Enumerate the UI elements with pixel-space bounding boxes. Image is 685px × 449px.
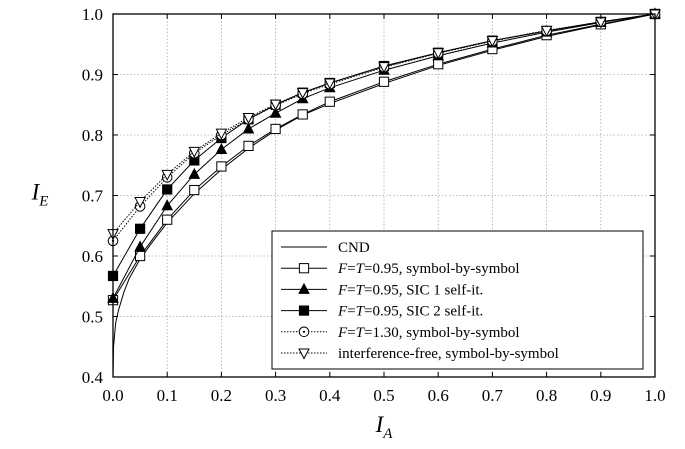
y-tick-label: 0.6 <box>82 247 103 266</box>
y-tick-label: 0.4 <box>82 368 104 387</box>
legend-label-part: =0.95, SIC 2 self-it. <box>364 304 483 320</box>
x-axis-label-main: I <box>375 412 385 437</box>
legend-label-part: T <box>356 261 366 277</box>
data-point <box>432 48 445 60</box>
x-tick-label: 0.1 <box>157 386 178 405</box>
data-point <box>189 184 200 196</box>
legend-box <box>271 230 644 370</box>
legend-marker <box>298 282 310 294</box>
y-tick-label: 0.9 <box>82 66 103 85</box>
data-point <box>134 197 146 209</box>
y-tick-label: 0.5 <box>82 308 103 327</box>
legend-marker <box>298 348 310 360</box>
x-axis-label-sub: A <box>382 426 393 442</box>
legend-label: F=T=1.30, symbol-by-symbol <box>337 325 520 341</box>
data-point <box>161 169 174 181</box>
data-point <box>378 76 390 87</box>
legend-label-part: = <box>347 304 355 320</box>
legend-label: F=T=0.95, SIC 1 self-it. <box>337 282 483 298</box>
data-point <box>433 59 444 70</box>
x-tick-label: 0.2 <box>211 386 232 405</box>
x-tick-label: 0.6 <box>428 386 449 405</box>
legend-item: F=T=1.30, symbol-by-symbol <box>281 325 520 341</box>
y-axis-label-main: I <box>31 180 41 205</box>
data-point <box>162 184 173 195</box>
y-axis-label-sub: E <box>38 194 48 210</box>
legend-label-part: = <box>347 282 355 298</box>
data-point <box>188 146 201 158</box>
data-point <box>243 140 254 151</box>
legend-item: F=T=0.95, symbol-by-symbol <box>281 261 520 277</box>
y-tick-label: 0.7 <box>82 187 104 206</box>
legend-label-part: T <box>356 282 366 298</box>
y-tick-label: 0.8 <box>82 126 103 145</box>
data-point <box>540 25 553 37</box>
legend-label-part: =0.95, symbol-by-symbol <box>364 261 520 277</box>
data-point <box>242 112 255 125</box>
data-point <box>161 199 174 211</box>
marker-dot <box>302 330 306 333</box>
data-point <box>269 106 282 118</box>
legend-label: interference-free, symbol-by-symbol <box>338 346 559 362</box>
data-point <box>324 96 335 107</box>
legend-marker <box>298 305 310 316</box>
x-tick-label: 0.5 <box>373 386 394 405</box>
legend-item: CND <box>281 240 370 256</box>
data-point <box>134 240 146 252</box>
data-point <box>135 223 146 234</box>
legend-label-part: CND <box>338 240 370 256</box>
x-tick-label: 0.0 <box>102 386 123 405</box>
legend-marker <box>298 326 310 338</box>
legend-label-part: T <box>356 304 366 320</box>
legend-label-part: F <box>337 304 348 320</box>
x-tick-label: 0.8 <box>536 386 557 405</box>
legend-marker <box>298 263 310 274</box>
legend-label: F=T=0.95, symbol-by-symbol <box>337 261 520 277</box>
data-point <box>242 122 255 134</box>
y-axis-label: IE <box>31 180 49 210</box>
legend-label-part: F <box>337 325 348 341</box>
legend-label-part: T <box>356 325 366 341</box>
data-point <box>215 142 228 155</box>
legend-label-part: =0.95, SIC 1 self-it. <box>364 282 483 298</box>
axis-ticks: 0.0 0.1 0.2 0.3 0.4 0.5 0.6 0.7 0.8 0.9 1.0 0.4 0.5 0… <box>82 5 666 405</box>
x-tick-label: 0.7 <box>482 386 504 405</box>
legend-label-part: = <box>347 261 355 277</box>
data-point <box>269 99 282 111</box>
legend-label: F=T=0.95, SIC 2 self-it. <box>337 304 483 320</box>
data-point <box>486 36 499 48</box>
legend-label-part: F <box>337 261 348 277</box>
data-point <box>296 88 309 100</box>
legend-label-part: = <box>347 325 355 341</box>
legend-label-part: F <box>337 282 348 298</box>
x-tick-label: 0.4 <box>319 386 341 405</box>
x-tick-label: 1.0 <box>644 386 665 405</box>
y-tick-label: 1.0 <box>82 5 103 24</box>
data-point <box>215 128 228 140</box>
legend-item: interference-free, symbol-by-symbol <box>281 346 559 362</box>
legend-label-part: interference-free, symbol-by-symbol <box>338 346 559 362</box>
data-point <box>216 161 227 172</box>
series-6 <box>107 9 661 241</box>
x-tick-label: 0.9 <box>590 386 611 405</box>
legend-label-part: =1.30, symbol-by-symbol <box>364 325 520 341</box>
data-point <box>297 109 308 120</box>
series-layer <box>107 7 661 378</box>
data-point <box>323 78 336 90</box>
data-point <box>188 167 201 179</box>
data-point <box>378 62 390 74</box>
x-axis-label: IA <box>375 412 394 442</box>
legend-item: F=T=0.95, SIC 1 self-it. <box>281 282 483 298</box>
legend-item: F=T=0.95, SIC 2 self-it. <box>281 304 483 320</box>
data-point <box>162 214 173 225</box>
legend-label: CND <box>338 240 370 256</box>
x-tick-label: 0.3 <box>265 386 286 405</box>
data-point <box>270 123 281 135</box>
